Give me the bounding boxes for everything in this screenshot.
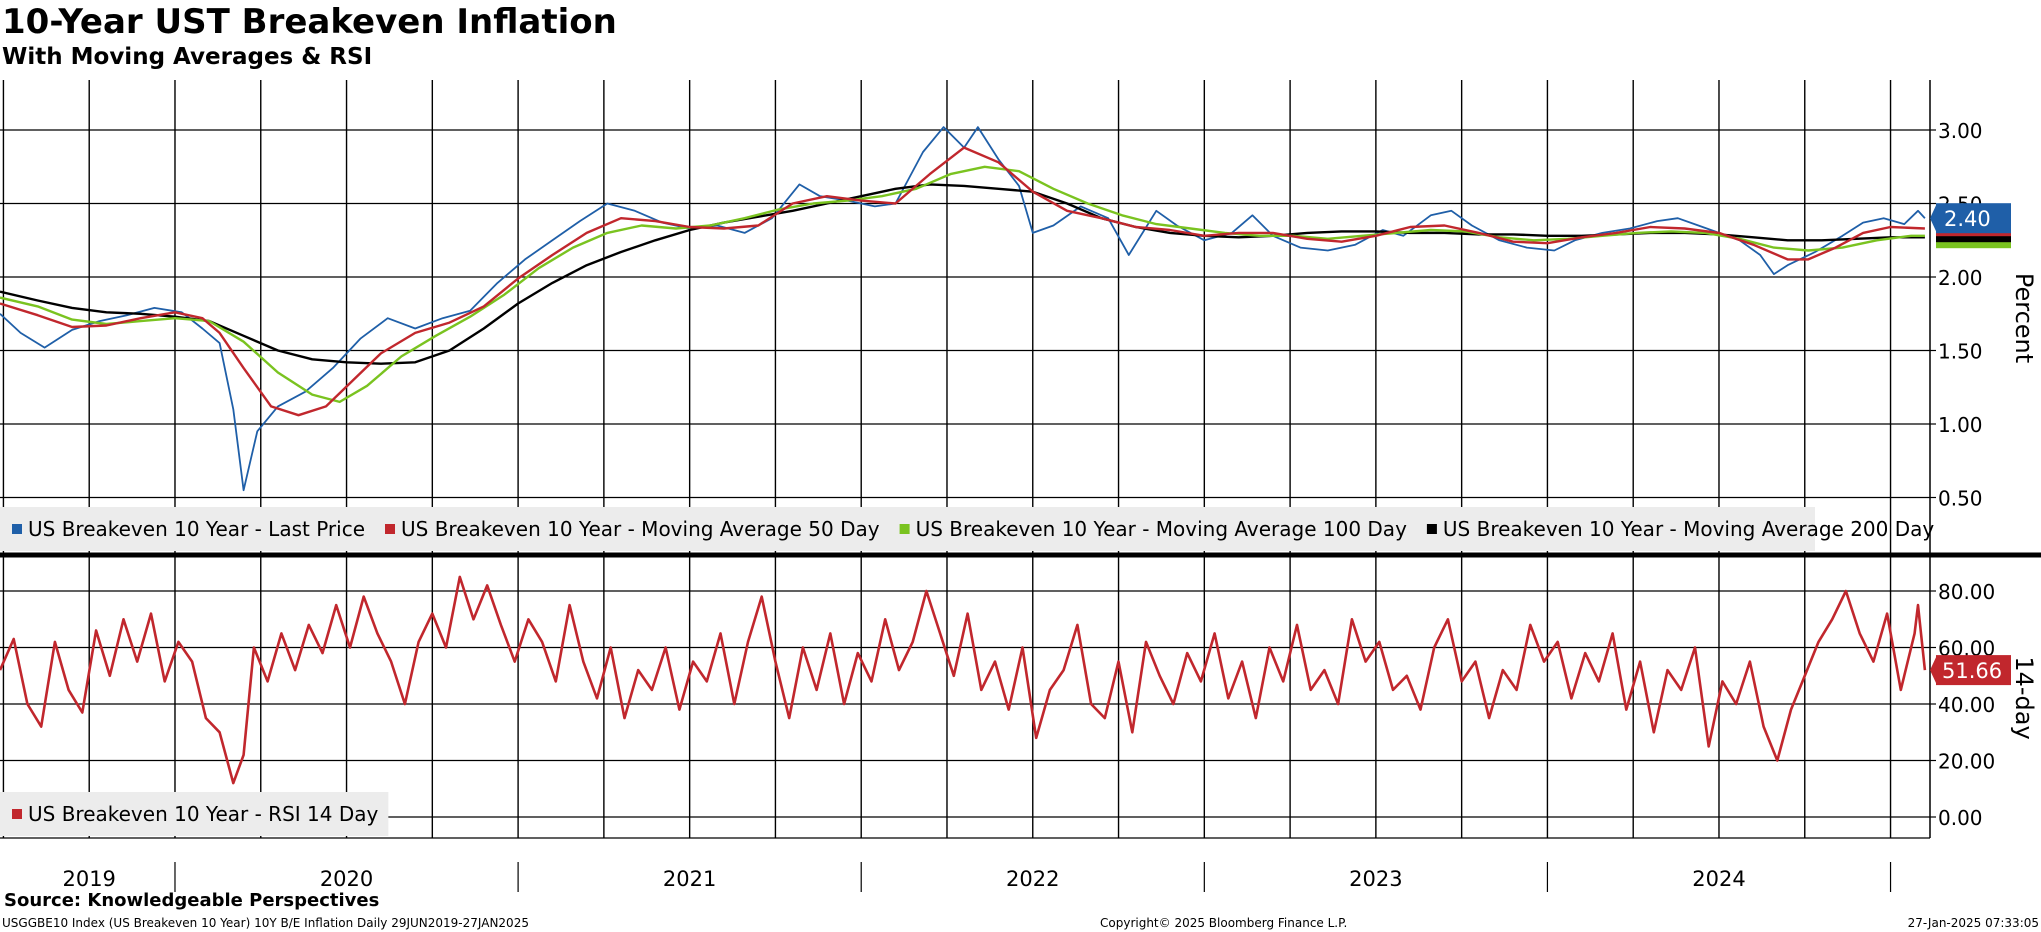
price-legend-swatch — [899, 524, 910, 534]
rsi-legend-swatch — [12, 809, 22, 819]
y-axis-title: Percent — [2010, 273, 2038, 363]
price-legend-entry: US Breakeven 10 Year - Last Price — [28, 517, 365, 541]
x-tick-label: 2020 — [320, 867, 373, 891]
x-tick-label: 2021 — [663, 867, 716, 891]
y-tick-label: 1.50 — [1938, 340, 1983, 364]
x-tick-label: 2024 — [1692, 867, 1745, 891]
series-line-3 — [0, 183, 1925, 365]
last-price-pointer — [1930, 203, 1937, 234]
legends: US Breakeven 10 Year - Last Price US Brea… — [0, 507, 1934, 836]
price-legend-entry: US Breakeven 10 Year - Moving Average 20… — [1443, 517, 1934, 541]
series-line-1 — [0, 146, 1925, 417]
price-legend-swatch — [385, 524, 395, 534]
rsi-y-tick-label: 20.00 — [1938, 750, 1995, 774]
price-legend-swatch — [12, 524, 22, 534]
source-note: Source: Knowledgeable Perspectives — [4, 890, 380, 911]
price-panel — [0, 126, 1926, 492]
rsi-last-label: 51.66 — [1942, 659, 2002, 683]
rsi-y-tick-label: 40.00 — [1938, 693, 1995, 717]
footer-copyright: Copyright© 2025 Bloomberg Finance L.P. — [1100, 916, 1348, 930]
rsi-panel — [0, 575, 1927, 785]
last-price-tag — [1936, 203, 2011, 234]
axes: 0.501.001.502.002.503.000.0020.0040.0060… — [0, 80, 2041, 892]
last-price-label: 2.40 — [1944, 207, 1991, 231]
price-legend-entry: US Breakeven 10 Year - Moving Average 10… — [916, 517, 1407, 541]
y-tick-label: 3.00 — [1938, 119, 1983, 143]
rsi-legend-box — [0, 792, 389, 836]
x-tick-label: 2022 — [1006, 867, 1059, 891]
rsi-y-tick-label: 80.00 — [1938, 580, 1995, 604]
rsi-axis-title: 14-day — [2010, 656, 2038, 739]
rsi-line — [0, 575, 1927, 785]
y-tick-label: 0.50 — [1938, 487, 1983, 511]
x-tick-label: 2023 — [1349, 867, 1402, 891]
series-line-0 — [0, 126, 1926, 492]
x-tick-label: 2019 — [62, 867, 115, 891]
series-line-2 — [0, 165, 1925, 404]
chart-subtitle: With Moving Averages & RSI — [2, 44, 373, 70]
price-legend-swatch — [1426, 524, 1437, 534]
rsi-last-pointer — [1930, 655, 1937, 686]
y-tick-label: 1.00 — [1938, 413, 1983, 437]
chart-title: 10-Year UST Breakeven Inflation — [2, 2, 617, 42]
price-legend-entry: US Breakeven 10 Year - Moving Average 50… — [401, 517, 880, 541]
rsi-last-tag — [1936, 655, 2011, 686]
rsi-legend-entry: US Breakeven 10 Year - RSI 14 Day — [28, 802, 378, 826]
grid-lines — [0, 80, 1930, 838]
y-tick-label: 2.00 — [1938, 266, 1983, 290]
rsi-y-tick-label: 0.00 — [1938, 806, 1983, 830]
footer-timestamp: 27-Jan-2025 07:33:05 — [1907, 916, 2039, 930]
footer-index-info: USGGBE10 Index (US Breakeven 10 Year) 10… — [2, 916, 529, 930]
